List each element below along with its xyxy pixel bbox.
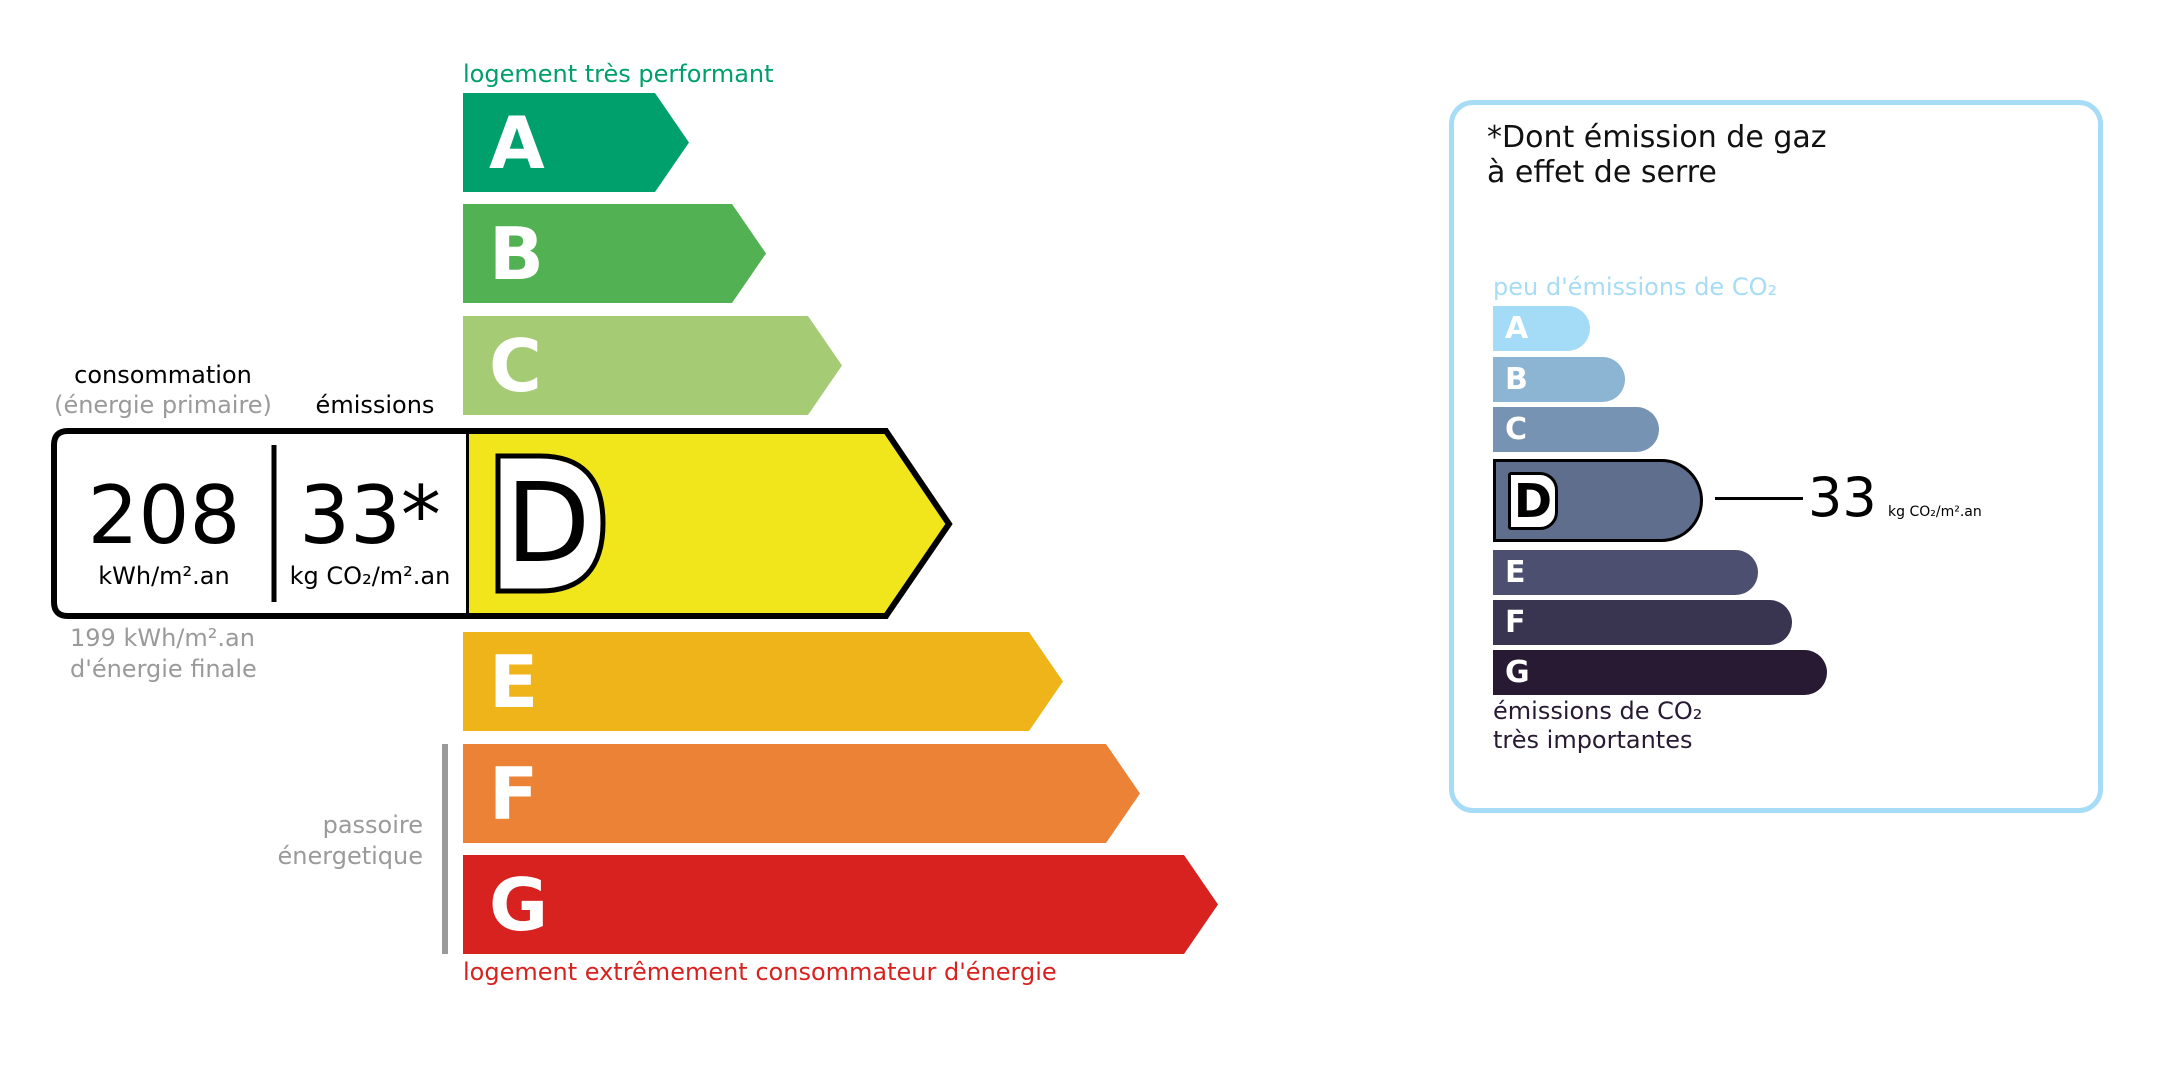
class-letter: F	[489, 751, 539, 836]
ges-class-f: F	[1493, 600, 1792, 645]
ges-title: *Dont émission de gaz à effet de serre	[1487, 120, 1827, 190]
ges-unit: kg CO₂/m².an	[1888, 504, 1982, 520]
emissions-unit: kg CO₂/m².an	[289, 562, 451, 590]
ges-bottom-label-1: émissions de CO₂	[1493, 697, 1703, 725]
class-letter: C	[489, 323, 542, 408]
ges-pointer-line	[1715, 497, 1803, 500]
bottom-label: logement extrêmement consommateur d'éner…	[463, 958, 1057, 986]
passoire-bracket	[442, 744, 448, 954]
class-letter: G	[489, 862, 549, 947]
energy-class-c: C	[463, 316, 842, 415]
ges-top-label: peu d'émissions de CO₂	[1493, 273, 1778, 301]
emissions-value: 33*	[299, 469, 441, 562]
ges-class-g: G	[1493, 650, 1827, 695]
class-letter: G	[1505, 654, 1530, 690]
ges-title-line-2: à effet de serre	[1487, 155, 1717, 190]
class-letter: C	[1505, 411, 1528, 447]
final-energy-value: 199 kWh/m².an	[70, 624, 255, 652]
energy-class-a: A	[463, 93, 689, 192]
values-box	[51, 428, 466, 619]
ges-bottom-label-2: très importantes	[1493, 726, 1693, 754]
final-energy-label: d'énergie finale	[70, 655, 257, 683]
consumption-value: 208	[87, 469, 241, 562]
class-letter: B	[489, 211, 544, 296]
consumption-unit: kWh/m².an	[98, 562, 230, 590]
active-letter-box	[495, 453, 606, 594]
ges-class-d: D	[1493, 459, 1703, 542]
energy-class-b: B	[463, 204, 766, 303]
ges-class-a: A	[1493, 306, 1590, 351]
top-label: logement très performant	[463, 60, 774, 88]
class-letter: E	[1505, 554, 1526, 590]
class-letter: B	[1505, 361, 1528, 397]
consumption-sub: (énergie primaire)	[54, 391, 272, 419]
passoire-label-1: passoire	[322, 811, 423, 839]
ges-title-line-1: *Dont émission de gaz	[1487, 120, 1827, 155]
active-class-letter: D	[1508, 471, 1558, 530]
energy-class-g: G	[463, 855, 1218, 954]
energy-class-e: E	[463, 632, 1063, 731]
ges-class-c: C	[1493, 407, 1659, 452]
ges-value: 33	[1808, 466, 1877, 529]
ges-class-b: B	[1493, 357, 1625, 402]
ges-class-e: E	[1493, 550, 1758, 595]
class-letter: E	[489, 639, 539, 724]
class-letter: A	[1505, 310, 1529, 346]
class-letter: A	[489, 100, 545, 185]
ges-bottom-label: émissions de CO₂ très importantes	[1493, 697, 1702, 755]
active-class-frame	[51, 428, 953, 619]
ges-panel	[1449, 100, 2103, 813]
passoire-label-2: énergetique	[277, 842, 423, 870]
emissions-label: émissions	[315, 391, 435, 419]
active-class-letter: D	[505, 459, 591, 587]
energy-class-f: F	[463, 744, 1140, 843]
class-letter: F	[1505, 604, 1526, 640]
consumption-label: consommation	[74, 361, 252, 389]
